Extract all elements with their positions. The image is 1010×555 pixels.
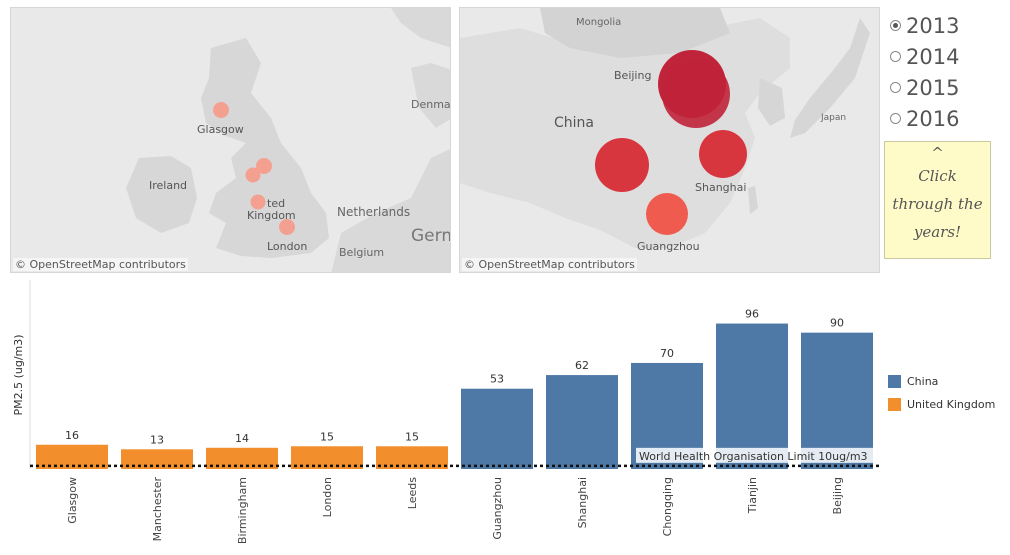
tick-label-glasgow: Glasgow (66, 477, 79, 524)
data-label-guangzhou: 53 (490, 373, 504, 386)
bubble-tianjin[interactable] (662, 60, 730, 128)
year-option-2015[interactable]: 2015 (890, 72, 1010, 103)
uk-map-canvas: Glasgow Ireland ted Kingdom London Nethe… (126, 8, 451, 272)
china-map[interactable]: Mongolia Beijing China Japan Shanghai Gu… (459, 7, 880, 273)
label-beijing: Beijing (614, 69, 651, 82)
legend-label-uk: United Kingdom (907, 398, 996, 411)
data-label-london: 15 (320, 430, 334, 443)
uk-map-attribution: © OpenStreetMap contributors (13, 258, 188, 271)
year-label-2015: 2015 (906, 75, 960, 100)
scandinavia-shape (391, 8, 450, 48)
legend-swatch-uk (888, 398, 901, 411)
bubble-leeds[interactable] (256, 158, 272, 174)
radio-2013[interactable] (890, 20, 901, 31)
bubble-glasgow[interactable] (213, 102, 229, 118)
data-label-shanghai: 62 (575, 359, 589, 372)
data-label-manchester: 13 (150, 433, 164, 446)
mongolia-shape (540, 8, 730, 58)
legend-label-china: China (907, 375, 939, 388)
year-option-2016[interactable]: 2016 (890, 103, 1010, 134)
legend: China United Kingdom (888, 370, 995, 416)
bar-guangzhou[interactable] (461, 388, 533, 469)
taiwan-shape (748, 186, 758, 214)
korea-shape (758, 78, 785, 126)
label-guangzhou: Guangzhou (637, 240, 700, 253)
data-label-leeds: 15 (405, 430, 419, 443)
bubble-chongqing[interactable] (595, 138, 649, 192)
label-united: ted (267, 197, 285, 210)
legend-item-uk[interactable]: United Kingdom (888, 393, 995, 416)
bar-london[interactable] (291, 446, 363, 469)
label-shanghai: Shanghai (695, 181, 746, 194)
year-label-2014: 2014 (906, 44, 960, 69)
note-line-1: Click (918, 167, 957, 185)
tick-label-shanghai: Shanghai (576, 477, 589, 528)
y-axis-label: PM2.5 (ug/m3) (12, 334, 25, 415)
bubble-manchester[interactable] (245, 167, 261, 183)
bubble-guangzhou[interactable] (646, 193, 688, 235)
label-belgium: Belgium (339, 246, 384, 259)
tick-label-guangzhou: Guangzhou (491, 477, 504, 540)
bar-shanghai[interactable] (546, 375, 618, 469)
note-line-3: years! (913, 223, 962, 241)
label-germany: Germ (411, 226, 451, 246)
legend-swatch-china (888, 375, 901, 388)
label-mongolia: Mongolia (576, 17, 621, 28)
tick-label-manchester: Manchester (151, 477, 164, 542)
bar-birmingham[interactable] (206, 447, 278, 469)
tick-label-chongqing: Chongqing (661, 477, 674, 536)
label-japan: Japan (820, 113, 846, 123)
label-ireland: Ireland (149, 179, 187, 192)
radio-2014[interactable] (890, 51, 901, 62)
bar-tianjin[interactable] (716, 323, 788, 469)
uk-map[interactable]: Glasgow Ireland ted Kingdom London Nethe… (10, 7, 451, 273)
year-label-2013: 2013 (906, 13, 960, 38)
label-london: London (267, 240, 307, 253)
tick-label-beijing: Beijing (831, 477, 844, 514)
tick-label-leeds: Leeds (406, 477, 419, 509)
radio-2015[interactable] (890, 82, 901, 93)
tick-label-london: London (321, 477, 334, 517)
label-china: China (554, 115, 594, 131)
bar-beijing[interactable] (801, 332, 873, 469)
bubble-shanghai[interactable] (699, 130, 747, 178)
tick-label-tianjin: Tianjin (746, 477, 759, 514)
denmark-shape (411, 63, 450, 128)
who-limit-label-bg (636, 447, 876, 463)
caret-up-icon: ^ (931, 144, 944, 162)
label-kingdom: Kingdom (247, 209, 296, 222)
click-through-note: ^ Click through the years! (884, 141, 991, 259)
data-label-chongqing: 70 (660, 347, 674, 360)
bubble-birmingham[interactable] (250, 194, 266, 210)
bar-manchester[interactable] (121, 449, 193, 469)
radio-2016[interactable] (890, 113, 901, 124)
great-britain-shape (201, 38, 329, 258)
data-label-glasgow: 16 (65, 429, 79, 442)
label-denmark: Denmar (411, 98, 451, 111)
china-map-canvas: Mongolia Beijing China Japan Shanghai Gu… (460, 8, 870, 253)
year-label-2016: 2016 (906, 106, 960, 131)
label-glasgow: Glasgow (197, 123, 244, 136)
japan-shape (790, 18, 870, 138)
tick-label-birmingham: Birmingham (236, 477, 249, 544)
pm25-bar-chart: PM2.5 (ug/m3) 16 Glasgow 13 Manchester 14 Birm… (12, 280, 880, 544)
data-label-tianjin: 96 (745, 308, 759, 321)
data-label-beijing: 90 (830, 317, 844, 330)
year-option-2014[interactable]: 2014 (890, 41, 1010, 72)
ireland-shape (126, 156, 197, 233)
bar-leeds[interactable] (376, 446, 448, 469)
bubble-london[interactable] (279, 219, 295, 235)
year-selector: 2013 2014 2015 2016 (890, 10, 1010, 134)
who-limit-label: World Health Organisation Limit 10ug/m3 (639, 450, 868, 463)
data-label-birmingham: 14 (235, 432, 249, 445)
year-option-2013[interactable]: 2013 (890, 10, 1010, 41)
note-line-2: through the (892, 195, 983, 213)
legend-item-china[interactable]: China (888, 370, 995, 393)
china-map-attribution: © OpenStreetMap contributors (462, 258, 637, 271)
continent-shape (331, 148, 450, 272)
label-netherlands: Netherlands (337, 205, 410, 219)
